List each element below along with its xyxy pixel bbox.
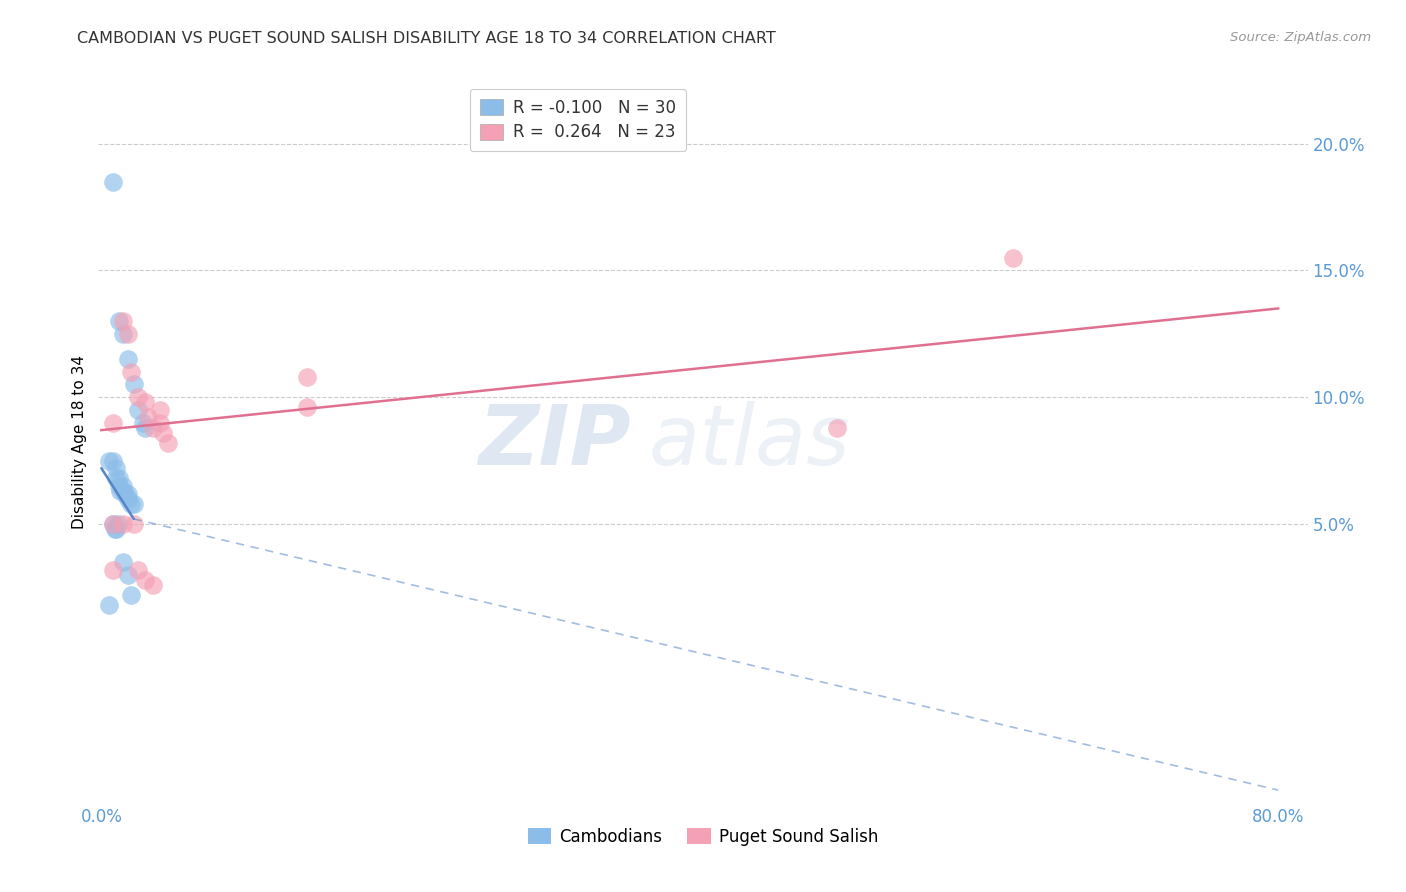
Point [112,314,135,328]
Point [134,395,156,409]
Point [110,483,132,498]
Point [117,486,139,500]
Y-axis label: Disability Age 18 to 34: Disability Age 18 to 34 [72,354,87,529]
Point [156,435,179,450]
Point [149,416,172,430]
Point [101,516,124,531]
Point [142,578,165,592]
Point [122,516,145,531]
Point [101,453,124,467]
Point [825,420,848,434]
Point [120,497,142,511]
Point [152,425,174,440]
Point [134,573,156,587]
Point [117,567,139,582]
Point [97,598,120,612]
Point [108,479,131,493]
Point [117,491,139,506]
Point [138,410,160,425]
Point [134,420,156,434]
Point [114,486,136,500]
Point [97,453,120,467]
Point [122,377,145,392]
Point [108,314,131,328]
Point [117,326,139,341]
Point [127,402,149,417]
Point [101,563,124,577]
Point [112,516,135,531]
Point [120,588,142,602]
Point [112,326,135,341]
Point [112,555,135,569]
Point [107,516,129,531]
Text: atlas: atlas [648,401,851,482]
Point [142,420,165,434]
Point [105,461,128,475]
Point [297,370,319,384]
Point [112,479,135,493]
Text: ZIP: ZIP [478,401,630,482]
Point [149,402,172,417]
Text: CAMBODIAN VS PUGET SOUND SALISH DISABILITY AGE 18 TO 34 CORRELATION CHART: CAMBODIAN VS PUGET SOUND SALISH DISABILI… [77,31,776,46]
Point [127,563,149,577]
Point [122,497,145,511]
Point [117,352,139,367]
Legend: Cambodians, Puget Sound Salish: Cambodians, Puget Sound Salish [522,821,884,852]
Point [297,401,319,415]
Point [105,471,128,485]
Text: Source: ZipAtlas.com: Source: ZipAtlas.com [1230,31,1371,45]
Point [120,365,142,379]
Point [104,522,127,536]
Point [131,416,153,430]
Point [1002,251,1025,265]
Point [101,416,124,430]
Point [108,471,131,485]
Point [105,522,128,536]
Point [101,516,124,531]
Point [112,483,135,498]
Point [101,175,124,189]
Point [127,390,149,404]
